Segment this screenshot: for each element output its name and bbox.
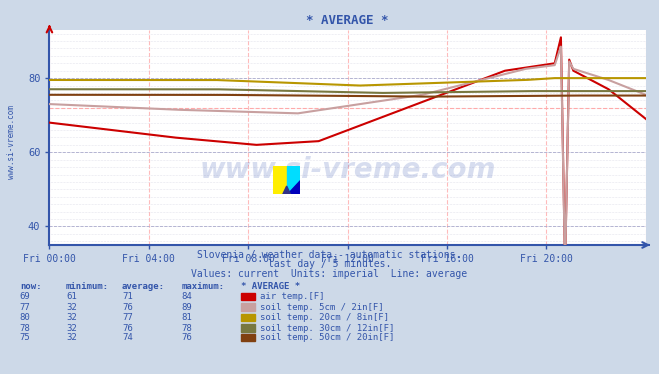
Text: maximum:: maximum:	[181, 282, 224, 291]
Text: 74: 74	[122, 333, 132, 342]
Text: average:: average:	[122, 282, 165, 291]
Text: air temp.[F]: air temp.[F]	[260, 292, 325, 301]
Text: Values: current  Units: imperial  Line: average: Values: current Units: imperial Line: av…	[191, 269, 468, 279]
Text: 81: 81	[181, 313, 192, 322]
Title: * AVERAGE *: * AVERAGE *	[306, 14, 389, 27]
Text: 32: 32	[66, 303, 76, 312]
Polygon shape	[287, 181, 300, 194]
Text: 77: 77	[20, 303, 30, 312]
Text: 76: 76	[122, 324, 132, 332]
Text: 61: 61	[66, 292, 76, 301]
Text: 32: 32	[66, 324, 76, 332]
Text: minimum:: minimum:	[66, 282, 109, 291]
Text: 32: 32	[66, 313, 76, 322]
Text: 71: 71	[122, 292, 132, 301]
Text: soil temp. 50cm / 20in[F]: soil temp. 50cm / 20in[F]	[260, 333, 395, 342]
Text: 80: 80	[20, 313, 30, 322]
Polygon shape	[283, 186, 291, 194]
Text: 75: 75	[20, 333, 30, 342]
Text: 84: 84	[181, 292, 192, 301]
Text: Slovenia / weather data - automatic stations.: Slovenia / weather data - automatic stat…	[197, 250, 462, 260]
Text: 76: 76	[122, 303, 132, 312]
Text: 32: 32	[66, 333, 76, 342]
Text: 89: 89	[181, 303, 192, 312]
Text: now:: now:	[20, 282, 42, 291]
Text: 77: 77	[122, 313, 132, 322]
Text: www.si-vreme.com: www.si-vreme.com	[200, 156, 496, 184]
Text: 78: 78	[20, 324, 30, 332]
Text: * AVERAGE *: * AVERAGE *	[241, 282, 300, 291]
Polygon shape	[287, 166, 300, 194]
Text: soil temp. 20cm / 8in[F]: soil temp. 20cm / 8in[F]	[260, 313, 389, 322]
Text: 69: 69	[20, 292, 30, 301]
Polygon shape	[273, 166, 287, 194]
Text: last day / 5 minutes.: last day / 5 minutes.	[268, 260, 391, 269]
Text: 78: 78	[181, 324, 192, 332]
Text: soil temp. 30cm / 12in[F]: soil temp. 30cm / 12in[F]	[260, 324, 395, 332]
Text: soil temp. 5cm / 2in[F]: soil temp. 5cm / 2in[F]	[260, 303, 384, 312]
Text: 76: 76	[181, 333, 192, 342]
Text: www.si-vreme.com: www.si-vreme.com	[7, 105, 16, 179]
